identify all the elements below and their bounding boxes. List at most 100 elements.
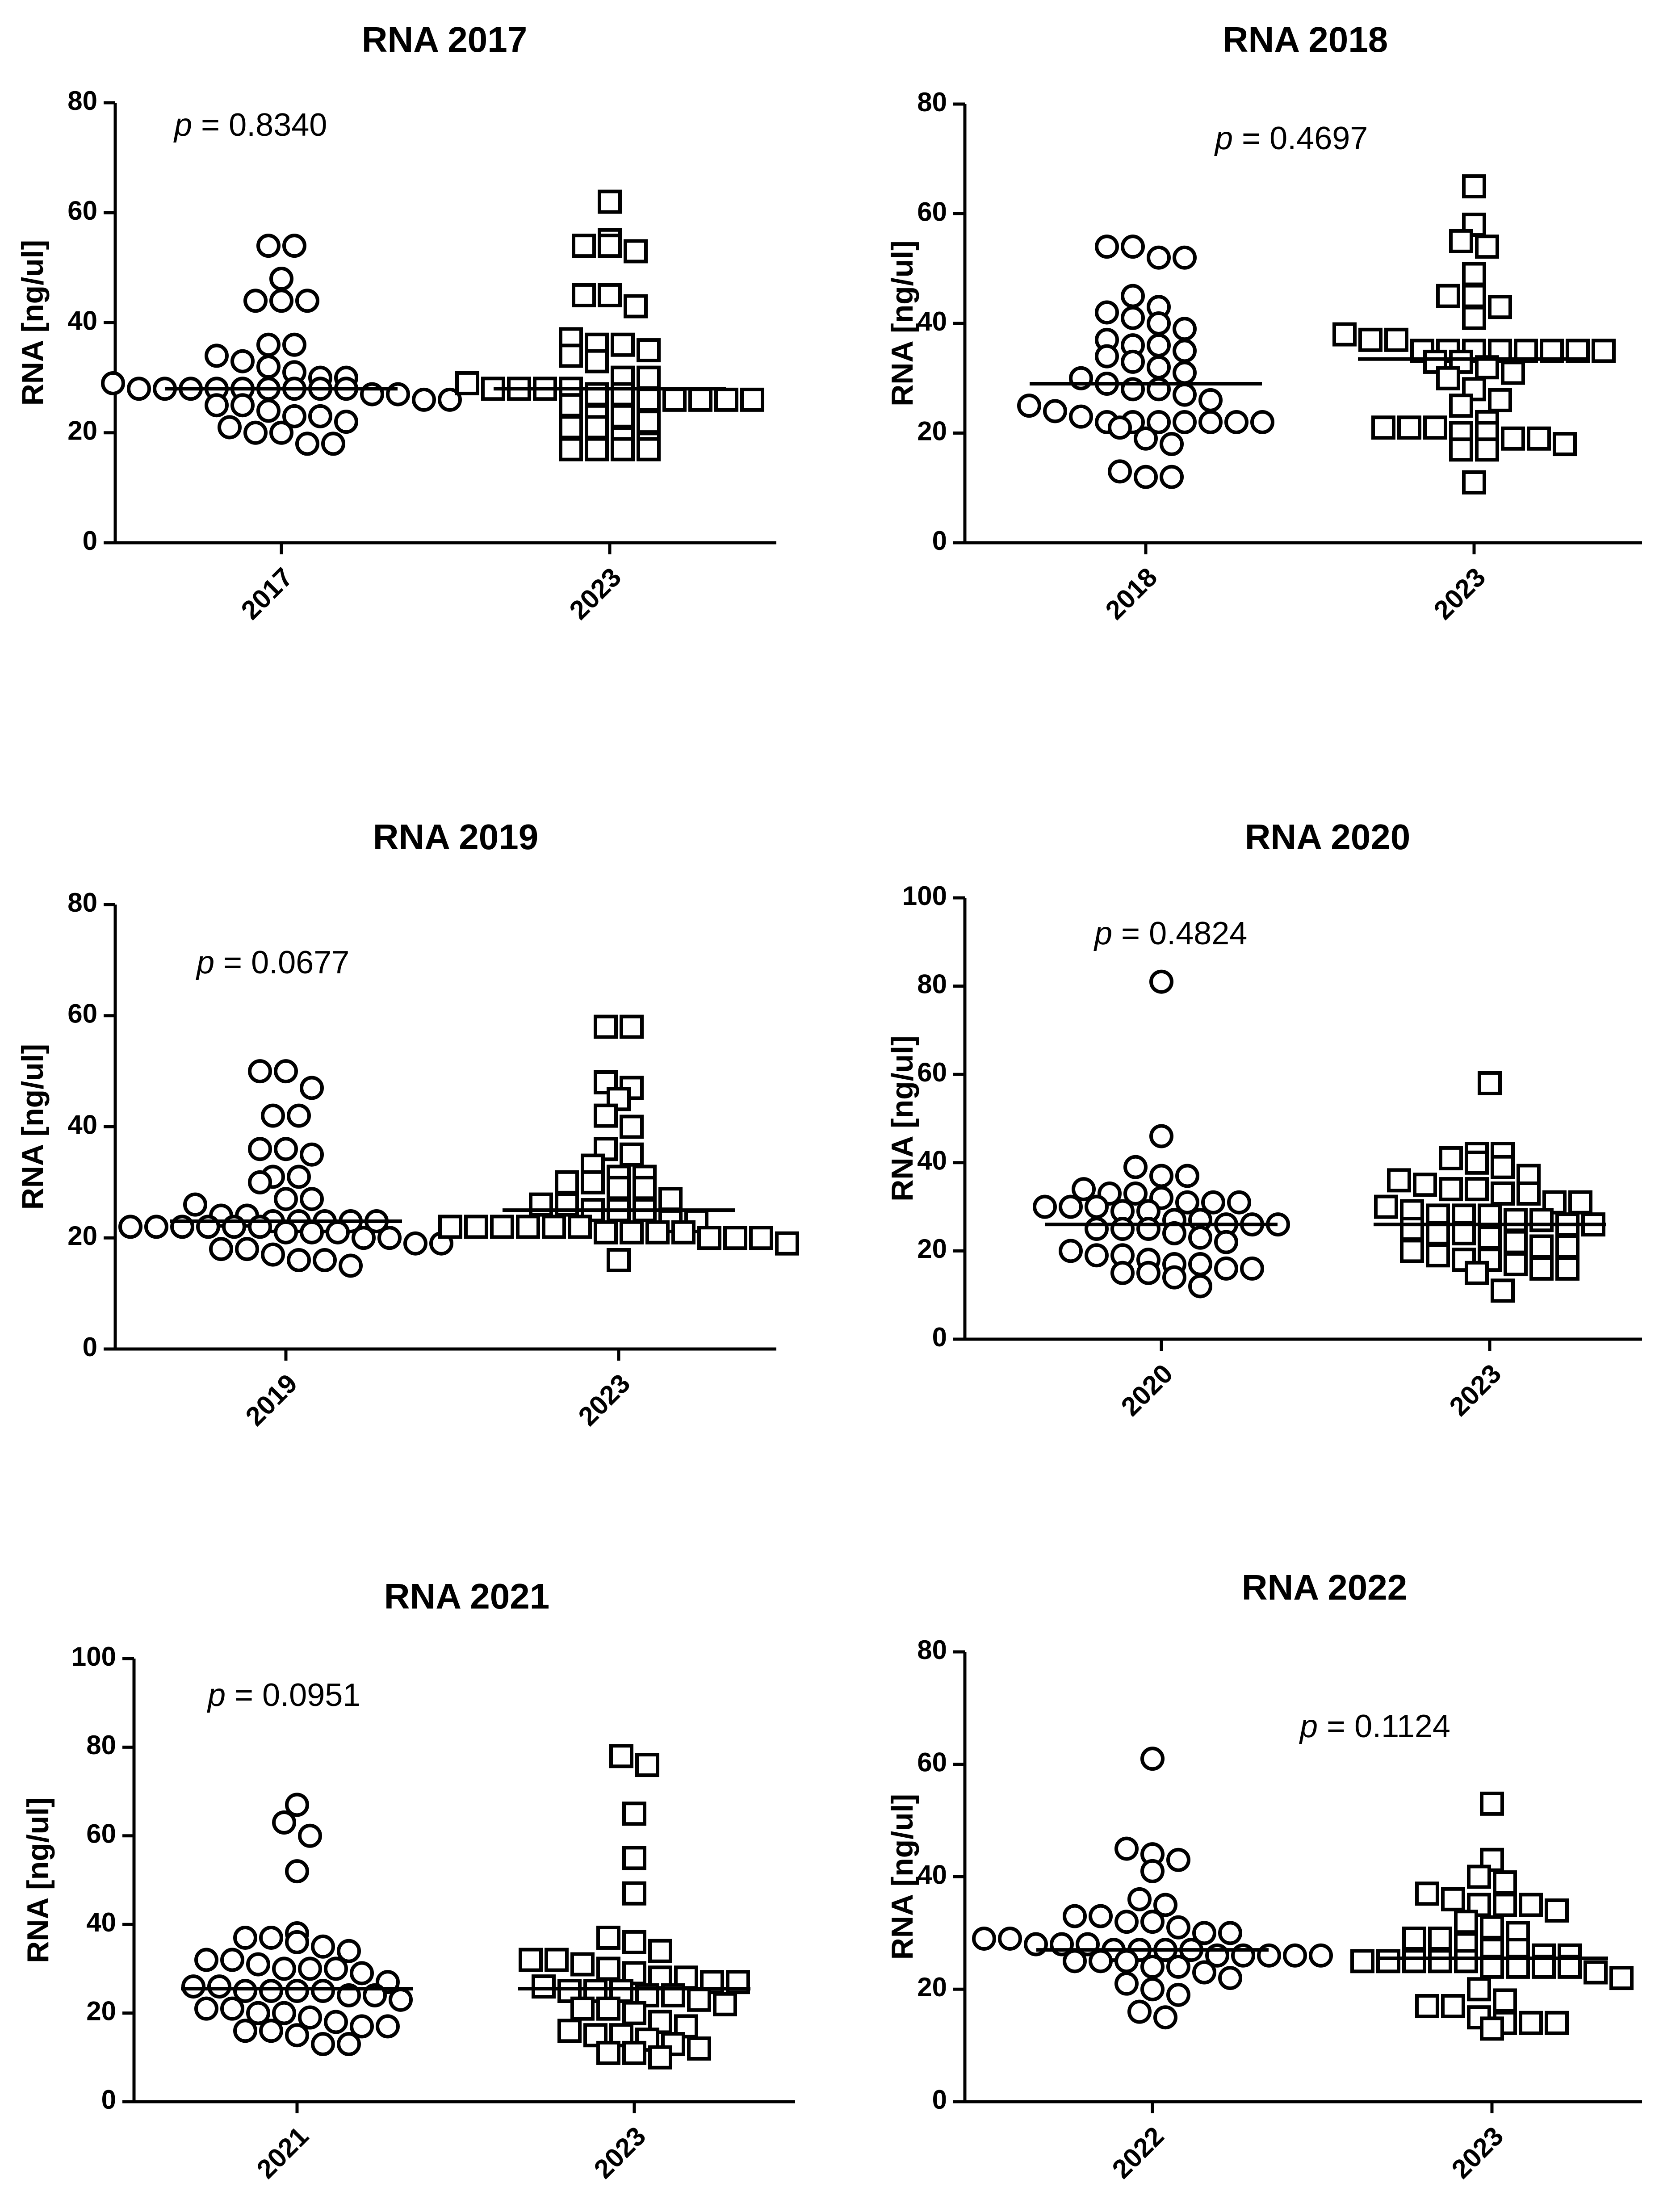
data-point-square: [611, 404, 635, 428]
data-point-square: [1519, 1893, 1543, 1917]
data-point-circle: [272, 1957, 296, 1981]
data-point-circle: [1162, 1265, 1186, 1290]
data-point-square: [1374, 1194, 1398, 1219]
data-point-circle: [235, 1237, 259, 1261]
data-point-circle: [1166, 1915, 1190, 1940]
data-point-square: [687, 2036, 711, 2061]
data-point-circle: [220, 1996, 244, 2021]
data-point-circle: [256, 355, 281, 379]
data-point-square: [1475, 235, 1499, 259]
data-point-circle: [1166, 1954, 1190, 1979]
y-tick-label: 60: [86, 1819, 116, 1849]
y-tick-label: 40: [67, 1110, 97, 1140]
p-value: p = 0.0951: [207, 1677, 360, 1713]
data-point-circle: [243, 420, 268, 445]
data-point-square: [570, 1952, 595, 1977]
data-point-square: [1555, 1234, 1579, 1259]
data-point-circle: [1110, 1217, 1135, 1241]
data-point-square: [624, 239, 648, 264]
data-point-square: [1376, 1949, 1400, 1973]
data-point-square: [585, 415, 609, 440]
data-point-square: [1384, 327, 1408, 352]
y-tick-label: 40: [917, 1860, 947, 1890]
data-point-circle: [300, 1076, 324, 1100]
data-point-circle: [248, 1170, 272, 1194]
data-point-circle: [403, 1231, 427, 1256]
data-point-circle: [183, 1192, 207, 1217]
data-point-square: [1428, 1949, 1452, 1973]
data-point-circle: [1166, 1982, 1190, 2007]
panel-3: RNA 2019 RNA [ng/ul] 0 20 40 60 80 2019 2023 p = …: [16, 817, 799, 1432]
data-point-circle: [298, 1957, 322, 1981]
data-point-square: [1553, 432, 1577, 457]
data-point-circle: [230, 349, 255, 373]
y-tick-label: 40: [917, 1146, 947, 1176]
data-point-circle: [1121, 235, 1145, 259]
chart-title: RNA 2022: [1242, 1567, 1408, 1607]
data-point-square: [1529, 1234, 1554, 1259]
data-point-circle: [337, 2032, 361, 2057]
data-point-circle: [1123, 1181, 1148, 1206]
data-point-circle: [1147, 355, 1171, 380]
data-point-square: [438, 1215, 462, 1239]
data-point-square: [637, 365, 661, 390]
p-value-symbol: p: [1093, 916, 1112, 951]
data-point-circle: [1140, 1977, 1165, 2002]
data-point-circle: [1121, 284, 1145, 308]
y-tick-label: 80: [917, 87, 947, 117]
data-point-circle: [1188, 1274, 1212, 1299]
data-point-square: [688, 387, 712, 412]
data-point-circle: [209, 1237, 233, 1261]
data-point-square: [559, 437, 583, 461]
data-point-square: [1462, 284, 1486, 308]
data-point-circle: [1224, 410, 1248, 434]
data-point-circle: [272, 1810, 296, 1835]
data-point-square: [559, 344, 583, 368]
data-point-square: [622, 1930, 646, 1954]
data-point-square: [1423, 415, 1447, 440]
data-point-square: [559, 415, 583, 440]
data-point-circle: [261, 1242, 285, 1267]
data-point-circle: [1147, 410, 1171, 434]
data-point-circle: [285, 1793, 309, 1817]
series-2023: [438, 1014, 799, 1272]
data-point-square: [620, 1220, 644, 1244]
data-point-circle: [350, 1961, 374, 1986]
data-point-square: [1488, 388, 1512, 412]
data-point-circle: [339, 1253, 363, 1278]
data-point-square: [464, 1215, 488, 1239]
data-point-circle: [1089, 1904, 1113, 1928]
data-point-circle: [1140, 1859, 1165, 1883]
series-2023: [519, 1744, 750, 2070]
chart-title: RNA 2017: [362, 20, 528, 59]
chart-title: RNA 2019: [373, 817, 539, 857]
data-point-square: [1436, 366, 1460, 390]
data-point-circle: [1173, 245, 1197, 270]
data-point-circle: [300, 1142, 324, 1167]
data-point-circle: [1033, 1194, 1057, 1219]
data-point-circle: [1085, 1217, 1109, 1241]
data-point-circle: [218, 415, 242, 440]
y-tick-label: 40: [67, 306, 97, 335]
data-point-circle: [295, 289, 319, 313]
data-point-circle: [220, 1948, 244, 1972]
data-point-circle: [1147, 311, 1171, 335]
data-point-square: [1449, 229, 1473, 253]
y-tick-label: 40: [917, 306, 947, 336]
data-point-circle: [1095, 235, 1119, 259]
p-value-text: = 0.4697: [1233, 121, 1368, 156]
data-point-square: [1480, 2016, 1504, 2041]
data-point-square: [1402, 1926, 1426, 1951]
data-point-circle: [282, 404, 306, 428]
p-value: p = 0.4824: [1093, 916, 1247, 951]
data-point-circle: [313, 1248, 337, 1272]
chart-title: RNA 2020: [1245, 817, 1411, 857]
y-tick-label: 80: [67, 86, 97, 116]
data-point-square: [775, 1231, 799, 1256]
data-point-square: [555, 1170, 579, 1194]
data-point-square: [622, 2001, 646, 2025]
y-tick-label: 20: [67, 1221, 97, 1251]
data-point-circle: [282, 234, 306, 258]
data-point-square: [622, 1802, 646, 1826]
